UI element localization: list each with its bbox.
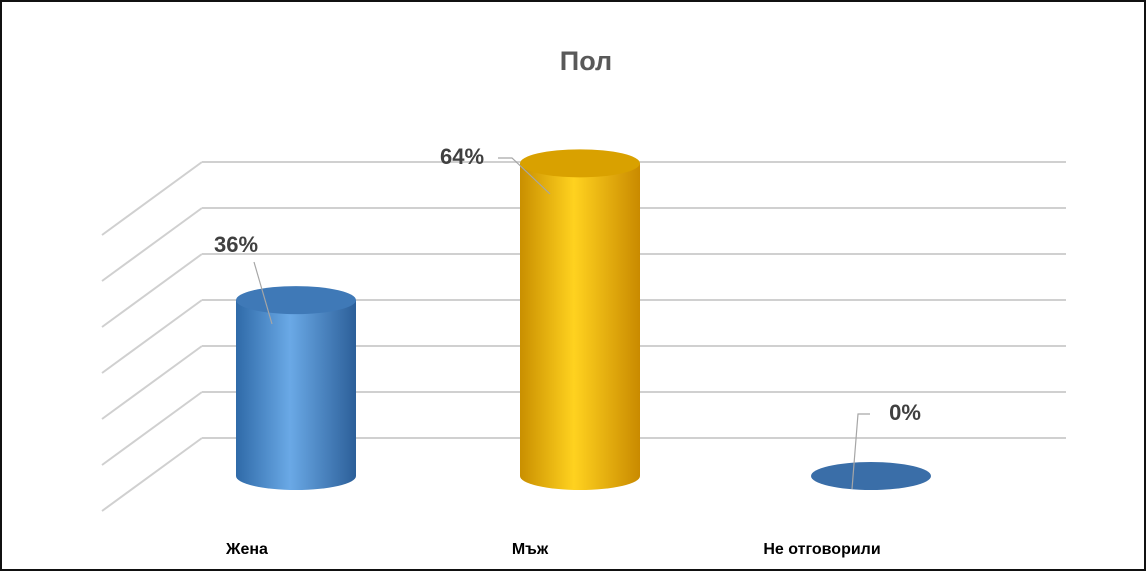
gridline-depth <box>101 161 203 236</box>
bar-mazh-body <box>520 163 640 491</box>
bar-mazh-top <box>520 149 640 178</box>
bar-zhena-top <box>236 286 356 315</box>
gridline-depth <box>101 437 203 512</box>
bar-zhena-body <box>236 300 356 490</box>
leader-line <box>851 413 870 490</box>
data-label: 64% <box>440 144 484 169</box>
category-label-ne-otgovorili: Не отговорили <box>763 541 880 558</box>
data-label: 36% <box>214 232 258 257</box>
bar-ne-otgovorili-top <box>811 462 931 490</box>
category-label-zhena: Жена <box>225 541 268 558</box>
leader-line <box>498 157 551 195</box>
gridline-depth <box>101 391 203 466</box>
data-label: 0% <box>889 400 921 425</box>
data-labels: 36% Жена 64% Мъж 0% Не отговорили <box>214 144 921 558</box>
leader-line <box>253 261 273 325</box>
bar-zhena <box>236 286 356 490</box>
gridline-depth <box>101 299 203 374</box>
bars <box>236 149 931 491</box>
gridline-depth <box>101 253 203 328</box>
gridline-depth <box>101 207 203 282</box>
gridline-depth <box>101 345 203 420</box>
category-label-mazh: Мъж <box>512 541 549 558</box>
bar-ne-otgovorili <box>811 462 931 490</box>
chart-title: Пол <box>560 46 612 76</box>
bar-mazh <box>520 149 640 491</box>
